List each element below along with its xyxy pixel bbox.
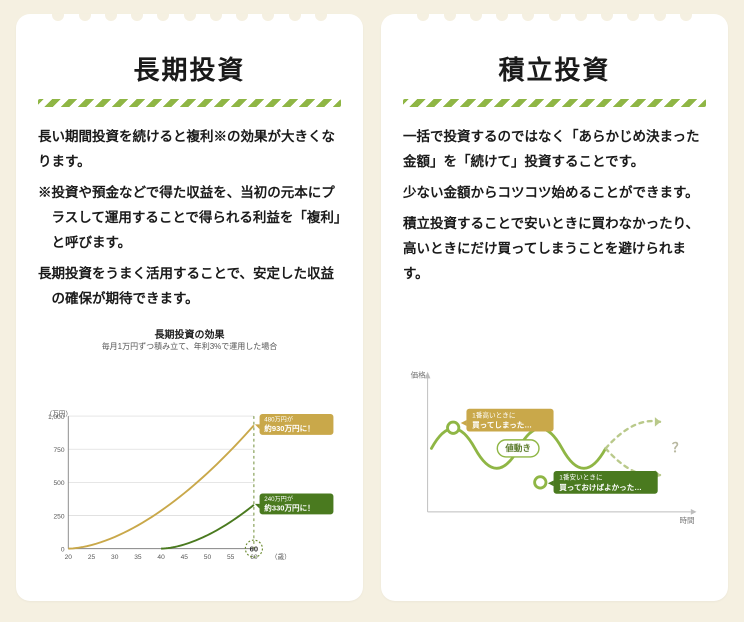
svg-text:60: 60: [250, 544, 258, 553]
card-notches: [381, 14, 728, 24]
svg-text:1番安いときに: 1番安いときに: [559, 472, 602, 481]
wave-svg: 価格時間 ？ 値動き 1番高いときに買ってしまった… 1番安いときに買っておけばよかった…: [403, 303, 706, 587]
card-long-term: 長期投資 長い期間投資を続けると複利※の効果が大きくなります。 ※投資や預金など…: [16, 14, 363, 601]
svg-text:45: 45: [181, 554, 189, 561]
svg-text:240万円が: 240万円が: [264, 495, 293, 503]
card-notches: [16, 14, 363, 24]
card-title: 長期投資: [38, 50, 341, 87]
line-chart: 長期投資の効果 毎月1万円ずつ積み立て、年利3%で運用した場合 （万円）0250…: [38, 326, 341, 587]
chart-svg: （万円）02505007501,000202530354045505560（歳）…: [38, 356, 341, 617]
svg-text:40: 40: [157, 554, 165, 561]
svg-text:買ってしまった…: 買ってしまった…: [472, 420, 532, 430]
paragraph: 長い期間投資を続けると複利※の効果が大きくなります。: [38, 125, 341, 175]
svg-text:1番高いときに: 1番高いときに: [472, 410, 515, 419]
paragraph: ※投資や預金などで得た収益を、当初の元本にプラスして運用することで得られる利益を…: [38, 181, 341, 256]
chart-title: 長期投資の効果: [38, 326, 341, 341]
svg-text:50: 50: [204, 554, 212, 561]
svg-text:0: 0: [61, 546, 65, 553]
card-title: 積立投資: [403, 50, 706, 87]
svg-text:1,000: 1,000: [48, 414, 65, 421]
card-accumulation: 積立投資 一括で投資するのではなく「あらかじめ決まった金額」を「続けて」投資する…: [381, 14, 728, 601]
svg-text:25: 25: [88, 554, 96, 561]
svg-text:買っておけばよかった…: 買っておけばよかった…: [559, 482, 642, 492]
svg-text:30: 30: [111, 554, 119, 561]
paragraph: 長期投資をうまく活用することで、安定した収益の確保が期待できます。: [38, 262, 341, 312]
paragraph: 一括で投資するのではなく「あらかじめ決まった金額」を「続けて」投資することです。: [403, 125, 706, 175]
svg-text:価格: 価格: [411, 369, 427, 379]
svg-text:500: 500: [53, 480, 64, 487]
paragraph: 積立投資することで安いときに買わなかったり、高いときにだけ買ってしまうことを避け…: [403, 212, 706, 287]
svg-text:値動き: 値動き: [504, 443, 531, 453]
chart-subtitle: 毎月1万円ずつ積み立て、年利3%で運用した場合: [38, 341, 341, 352]
svg-text:55: 55: [227, 554, 235, 561]
svg-text:時間: 時間: [679, 516, 694, 525]
svg-text:20: 20: [65, 554, 73, 561]
svg-text:35: 35: [134, 554, 142, 561]
stripe-divider: [38, 99, 341, 107]
svg-text:250: 250: [53, 513, 64, 520]
svg-text:約330万円に！: 約330万円に！: [264, 502, 314, 512]
svg-text:750: 750: [53, 447, 64, 454]
wave-chart: 価格時間 ？ 値動き 1番高いときに買ってしまった… 1番安いときに買っておけばよかった…: [403, 303, 706, 587]
svg-text:？: ？: [672, 440, 685, 455]
paragraph: 少ない金額からコツコツ始めることができます。: [403, 181, 706, 206]
svg-text:約930万円に！: 約930万円に！: [264, 423, 314, 433]
svg-text:（歳）: （歳）: [271, 552, 291, 561]
svg-text:480万円が: 480万円が: [264, 415, 293, 423]
stripe-divider: [403, 99, 706, 107]
